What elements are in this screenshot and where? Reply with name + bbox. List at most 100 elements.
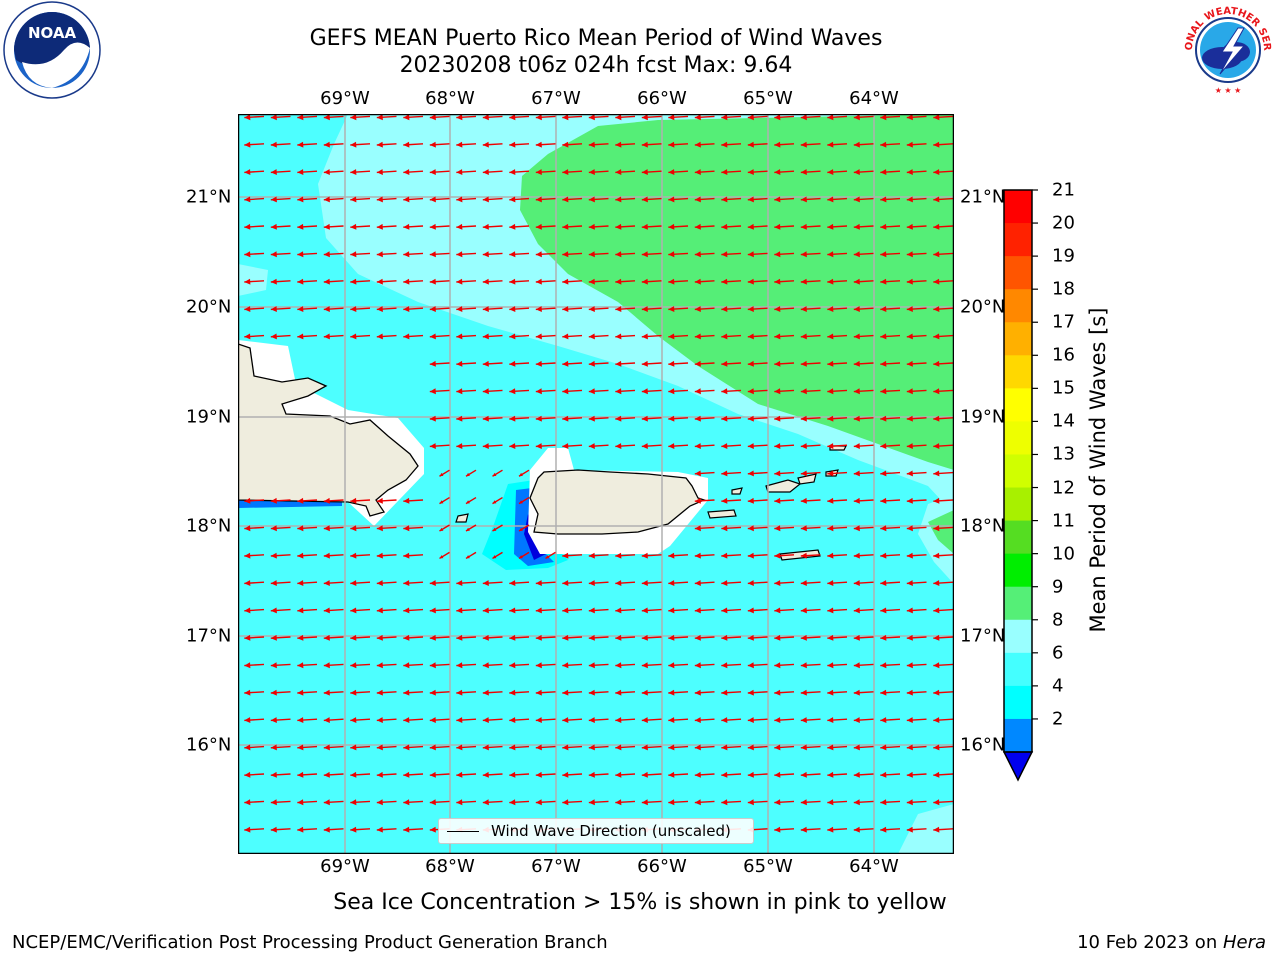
wind-wave-arrow-head (244, 580, 251, 586)
wind-wave-arrow-head (906, 744, 913, 751)
wind-wave-arrow-head (641, 662, 648, 669)
colorbar-tick-label: 10 (1052, 543, 1075, 565)
wind-wave-arrow-head (747, 223, 754, 230)
wind-wave-arrow-head (853, 662, 860, 669)
wind-wave-arrow-head (774, 388, 781, 395)
wind-wave-arrow-head (562, 388, 569, 395)
wind-wave-arrow-head (509, 223, 516, 230)
wind-wave-arrow-head (800, 114, 807, 121)
wind-wave-arrow-head (906, 169, 913, 175)
wind-wave-arrow-head (350, 525, 357, 532)
colorbar-tick-label: 2 (1052, 708, 1064, 730)
wind-wave-arrow-head (350, 114, 357, 121)
wind-wave-arrow-head (694, 689, 701, 696)
wind-wave-arrow-head (297, 744, 304, 751)
wind-wave-arrow-head (853, 689, 860, 696)
wind-wave-arrow-head (668, 169, 675, 175)
wind-wave-arrow-head (774, 552, 781, 559)
wind-wave-arrow-head (641, 360, 648, 367)
wind-wave-arrow-head (509, 717, 516, 723)
wind-wave-arrow-head (482, 799, 489, 806)
wind-wave-arrow-head (853, 717, 860, 723)
wind-wave-arrow-head (880, 634, 887, 641)
wind-wave-arrow-head (323, 552, 330, 559)
wind-wave-arrow-head (827, 278, 834, 285)
wind-wave-arrow-head (535, 689, 542, 696)
wind-wave-arrow-head (694, 223, 701, 230)
wind-wave-arrow-head (350, 223, 357, 230)
wind-wave-arrow-head (747, 689, 754, 696)
wind-wave-arrow-head (350, 607, 357, 614)
wind-wave-arrow-head (747, 196, 754, 203)
noaa-logo: NOAA (3, 1, 101, 99)
wind-wave-arrow-head (853, 470, 860, 477)
wind-wave-arrow-head (270, 607, 277, 614)
wind-wave-arrow-head (403, 196, 410, 203)
wind-wave-arrow-head (588, 689, 595, 696)
wind-wave-arrow-head (747, 607, 754, 614)
wind-wave-arrow-head (297, 251, 304, 258)
wind-wave-arrow-head (800, 799, 807, 806)
wind-wave-arrow-head (323, 251, 330, 258)
wind-wave-arrow-head (641, 580, 648, 586)
wind-wave-arrow-head (933, 278, 940, 285)
colorbar-tick-label: 21 (1052, 179, 1075, 201)
wind-wave-arrow-head (853, 388, 860, 395)
wind-wave-arrow-head (800, 141, 807, 148)
wind-wave-arrow-head (350, 634, 357, 641)
wind-wave-arrow-head (933, 443, 940, 449)
wind-wave-arrow-head (482, 580, 489, 586)
wind-wave-arrow-head (244, 717, 251, 723)
wind-wave-arrow-head (456, 333, 463, 340)
wind-wave-arrow-head (509, 333, 516, 340)
wind-wave-arrow-head (880, 826, 887, 833)
wind-wave-arrow-head (933, 114, 940, 121)
wind-wave-arrow-head (800, 196, 807, 203)
wind-wave-arrow-head (482, 607, 489, 614)
wind-wave-arrow-head (641, 552, 648, 559)
land-puerto-rico (529, 469, 706, 535)
wind-wave-arrow-head (244, 771, 251, 778)
wind-wave-arrow-head (641, 223, 648, 230)
wind-wave-arrow-head (721, 689, 728, 696)
colorbar-under-triangle (1002, 751, 1034, 782)
wind-wave-arrow-head (694, 443, 701, 449)
wind-wave-arrow-head (350, 251, 357, 258)
wind-wave-arrow-head (800, 525, 807, 532)
wind-wave-arrow-head (853, 169, 860, 175)
lon-label-top: 67°W (531, 88, 581, 109)
wind-wave-arrow-head (880, 689, 887, 696)
wind-wave-arrow-head (615, 799, 622, 806)
wind-wave-arrow-head (297, 580, 304, 586)
wind-wave-arrow-head (880, 415, 887, 422)
wind-wave-arrow-head (535, 251, 542, 258)
wind-wave-arrow-head (933, 717, 940, 723)
wind-wave-arrow-head (853, 443, 860, 449)
wind-wave-arrow-head (800, 634, 807, 641)
wind-wave-arrow-head (774, 799, 781, 806)
wind-wave-arrow-head (906, 360, 913, 367)
wind-wave-arrow-head (880, 580, 887, 586)
wind-wave-arrow-head (880, 771, 887, 778)
wind-wave-arrow-head (535, 114, 542, 121)
wind-wave-arrow-head (668, 744, 675, 751)
wind-wave-arrow-head (509, 662, 516, 669)
land-island (455, 513, 469, 523)
wind-wave-arrow-head (509, 771, 516, 778)
wind-wave-arrow-head (323, 634, 330, 641)
wind-wave-arrow-head (350, 306, 357, 312)
wind-wave-arrow-head (774, 717, 781, 723)
wind-wave-arrow-head (562, 306, 569, 312)
wind-wave-arrow-head (853, 114, 860, 121)
wind-wave-arrow-head (694, 580, 701, 586)
wind-wave-arrow-head (933, 634, 940, 641)
wind-wave-arrow-head (721, 196, 728, 203)
wind-wave-arrows (244, 114, 954, 833)
chart-title: GEFS MEAN Puerto Rico Mean Period of Win… (309, 26, 883, 51)
wind-wave-arrow-head (721, 169, 728, 175)
wind-wave-arrow-head (694, 717, 701, 723)
wind-wave-arrow-head (800, 607, 807, 614)
wind-wave-arrow-head (562, 251, 569, 258)
wind-wave-arrow-head (588, 141, 595, 148)
wind-wave-arrow-head (906, 443, 913, 449)
